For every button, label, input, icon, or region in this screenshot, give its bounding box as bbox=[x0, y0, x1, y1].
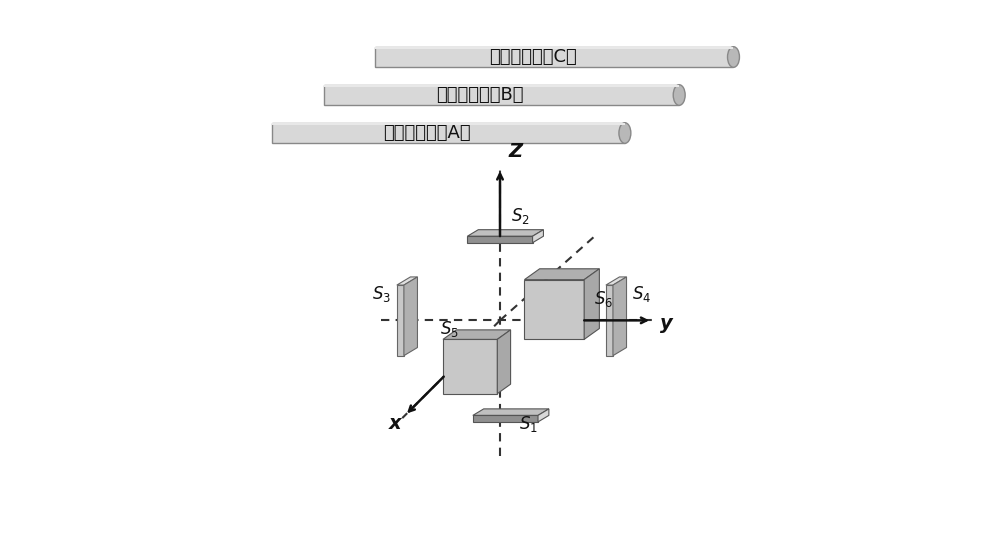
Text: $S_4$: $S_4$ bbox=[632, 283, 651, 304]
Polygon shape bbox=[606, 285, 613, 356]
Polygon shape bbox=[473, 409, 549, 415]
Text: $S_3$: $S_3$ bbox=[372, 283, 391, 304]
Polygon shape bbox=[397, 285, 404, 356]
Polygon shape bbox=[324, 85, 679, 105]
Polygon shape bbox=[524, 280, 584, 339]
Text: $S_1$: $S_1$ bbox=[519, 414, 538, 434]
Polygon shape bbox=[375, 47, 733, 67]
Polygon shape bbox=[473, 415, 538, 422]
Polygon shape bbox=[324, 85, 679, 87]
Polygon shape bbox=[524, 269, 599, 280]
Polygon shape bbox=[404, 277, 417, 356]
Ellipse shape bbox=[673, 85, 685, 105]
Text: x: x bbox=[389, 414, 401, 433]
Text: 三相输电导线B相: 三相输电导线B相 bbox=[436, 86, 523, 104]
Polygon shape bbox=[613, 277, 627, 356]
Polygon shape bbox=[497, 330, 511, 394]
Text: 三相输电导线A相: 三相输电导线A相 bbox=[383, 124, 471, 142]
Polygon shape bbox=[443, 339, 497, 394]
Polygon shape bbox=[272, 123, 625, 125]
Text: Z: Z bbox=[508, 142, 522, 161]
Polygon shape bbox=[397, 277, 417, 285]
Polygon shape bbox=[533, 230, 543, 243]
Text: 三相输电导线C相: 三相输电导线C相 bbox=[489, 48, 576, 66]
Polygon shape bbox=[584, 269, 599, 339]
Text: $S_6$: $S_6$ bbox=[594, 289, 613, 309]
Text: $S_5$: $S_5$ bbox=[440, 319, 459, 339]
Polygon shape bbox=[272, 123, 625, 143]
Polygon shape bbox=[467, 230, 543, 236]
Polygon shape bbox=[443, 330, 511, 339]
Polygon shape bbox=[606, 277, 627, 285]
Text: y: y bbox=[660, 313, 673, 332]
Polygon shape bbox=[538, 409, 549, 422]
Ellipse shape bbox=[728, 47, 739, 67]
Polygon shape bbox=[467, 236, 533, 243]
Ellipse shape bbox=[619, 123, 631, 143]
Text: $S_2$: $S_2$ bbox=[511, 206, 530, 226]
Polygon shape bbox=[375, 47, 733, 49]
